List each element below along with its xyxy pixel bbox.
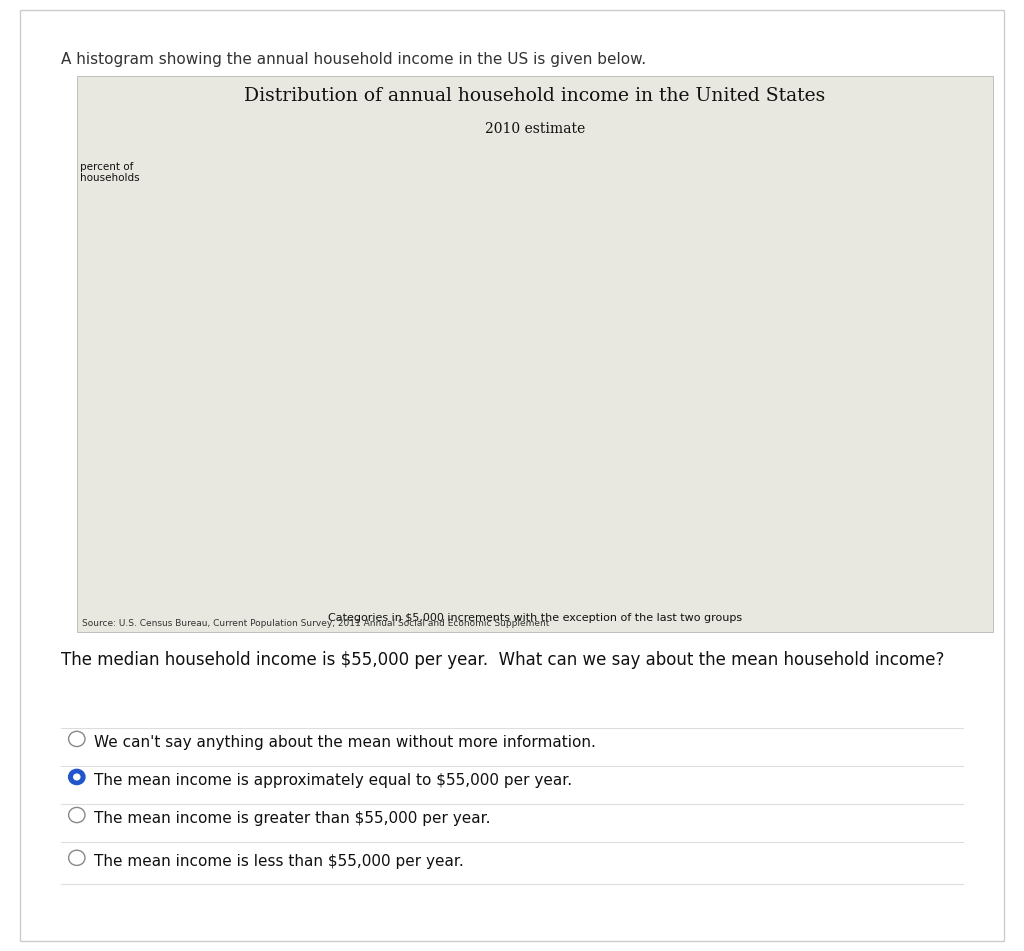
Bar bbox=[379, 325, 396, 542]
Bar bbox=[199, 184, 216, 542]
Bar bbox=[519, 423, 537, 542]
Text: 2010 estimate: 2010 estimate bbox=[485, 122, 585, 136]
Bar bbox=[921, 534, 937, 542]
Text: These two groups include households
reporting income greater than $200,000
(appr: These two groups include households repo… bbox=[744, 197, 957, 354]
Bar bbox=[299, 267, 316, 542]
Bar bbox=[399, 370, 417, 542]
Text: The top 10 percent reported income
greater than $135,000.: The top 10 percent reported income great… bbox=[690, 392, 915, 496]
Bar bbox=[620, 475, 637, 542]
Text: Distribution of annual household income in the United States: Distribution of annual household income … bbox=[245, 87, 825, 106]
Bar bbox=[659, 482, 677, 542]
Bar bbox=[720, 503, 737, 542]
Text: percent of
households: percent of households bbox=[80, 162, 139, 184]
Bar bbox=[881, 532, 897, 542]
Bar bbox=[419, 359, 436, 542]
Text: We can't say anything about the mean without more information.: We can't say anything about the mean wit… bbox=[94, 735, 596, 750]
Bar bbox=[961, 422, 978, 542]
Bar bbox=[259, 239, 275, 542]
Text: The median household income is $55,000 per year.  What can we say about the mean: The median household income is $55,000 p… bbox=[61, 651, 945, 670]
Bar bbox=[780, 520, 797, 542]
Bar bbox=[439, 390, 457, 542]
Bar bbox=[841, 525, 857, 542]
Bar bbox=[540, 458, 557, 542]
Text: Median household income was
roughly $50,000.: Median household income was roughly $50,… bbox=[350, 197, 568, 289]
Bar bbox=[699, 503, 717, 542]
Bar bbox=[159, 293, 176, 542]
Bar bbox=[500, 422, 516, 542]
Text: The mean income is approximately equal to $55,000 per year.: The mean income is approximately equal t… bbox=[94, 773, 572, 788]
Bar bbox=[339, 290, 356, 542]
Bar bbox=[479, 413, 497, 542]
Text: The mean income is less than $55,000 per year.: The mean income is less than $55,000 per… bbox=[94, 854, 464, 869]
Bar bbox=[800, 524, 817, 542]
Bar bbox=[359, 329, 376, 542]
Text: The mean income is greater than $55,000 per year.: The mean income is greater than $55,000 … bbox=[94, 811, 490, 826]
Bar bbox=[820, 524, 838, 542]
Bar bbox=[760, 519, 777, 542]
Bar bbox=[460, 390, 476, 542]
Bar bbox=[279, 249, 296, 542]
Text: The top 25 percent reported income
greater than $85,000.: The top 25 percent reported income great… bbox=[490, 314, 735, 412]
Text: A histogram showing the annual household income in the US is given below.: A histogram showing the annual household… bbox=[61, 52, 646, 68]
Bar bbox=[600, 475, 616, 542]
Bar bbox=[219, 202, 236, 542]
Text: Categories in $5,000 increments with the exception of the last two groups: Categories in $5,000 increments with the… bbox=[328, 612, 742, 623]
Bar bbox=[640, 485, 656, 542]
Bar bbox=[319, 302, 336, 542]
Bar bbox=[239, 216, 256, 542]
Bar bbox=[860, 530, 878, 542]
Bar bbox=[740, 515, 757, 542]
Text: Source: U.S. Census Bureau, Current Population Survey, 2011 Annual Social and Ec: Source: U.S. Census Bureau, Current Popu… bbox=[82, 619, 549, 628]
Bar bbox=[179, 195, 196, 542]
Bar bbox=[900, 534, 918, 542]
Bar bbox=[680, 498, 697, 542]
Bar bbox=[138, 333, 156, 542]
Bar bbox=[940, 441, 957, 542]
Bar bbox=[559, 461, 577, 542]
Bar bbox=[580, 475, 597, 542]
Y-axis label: percent of
households: percent of households bbox=[89, 316, 111, 378]
